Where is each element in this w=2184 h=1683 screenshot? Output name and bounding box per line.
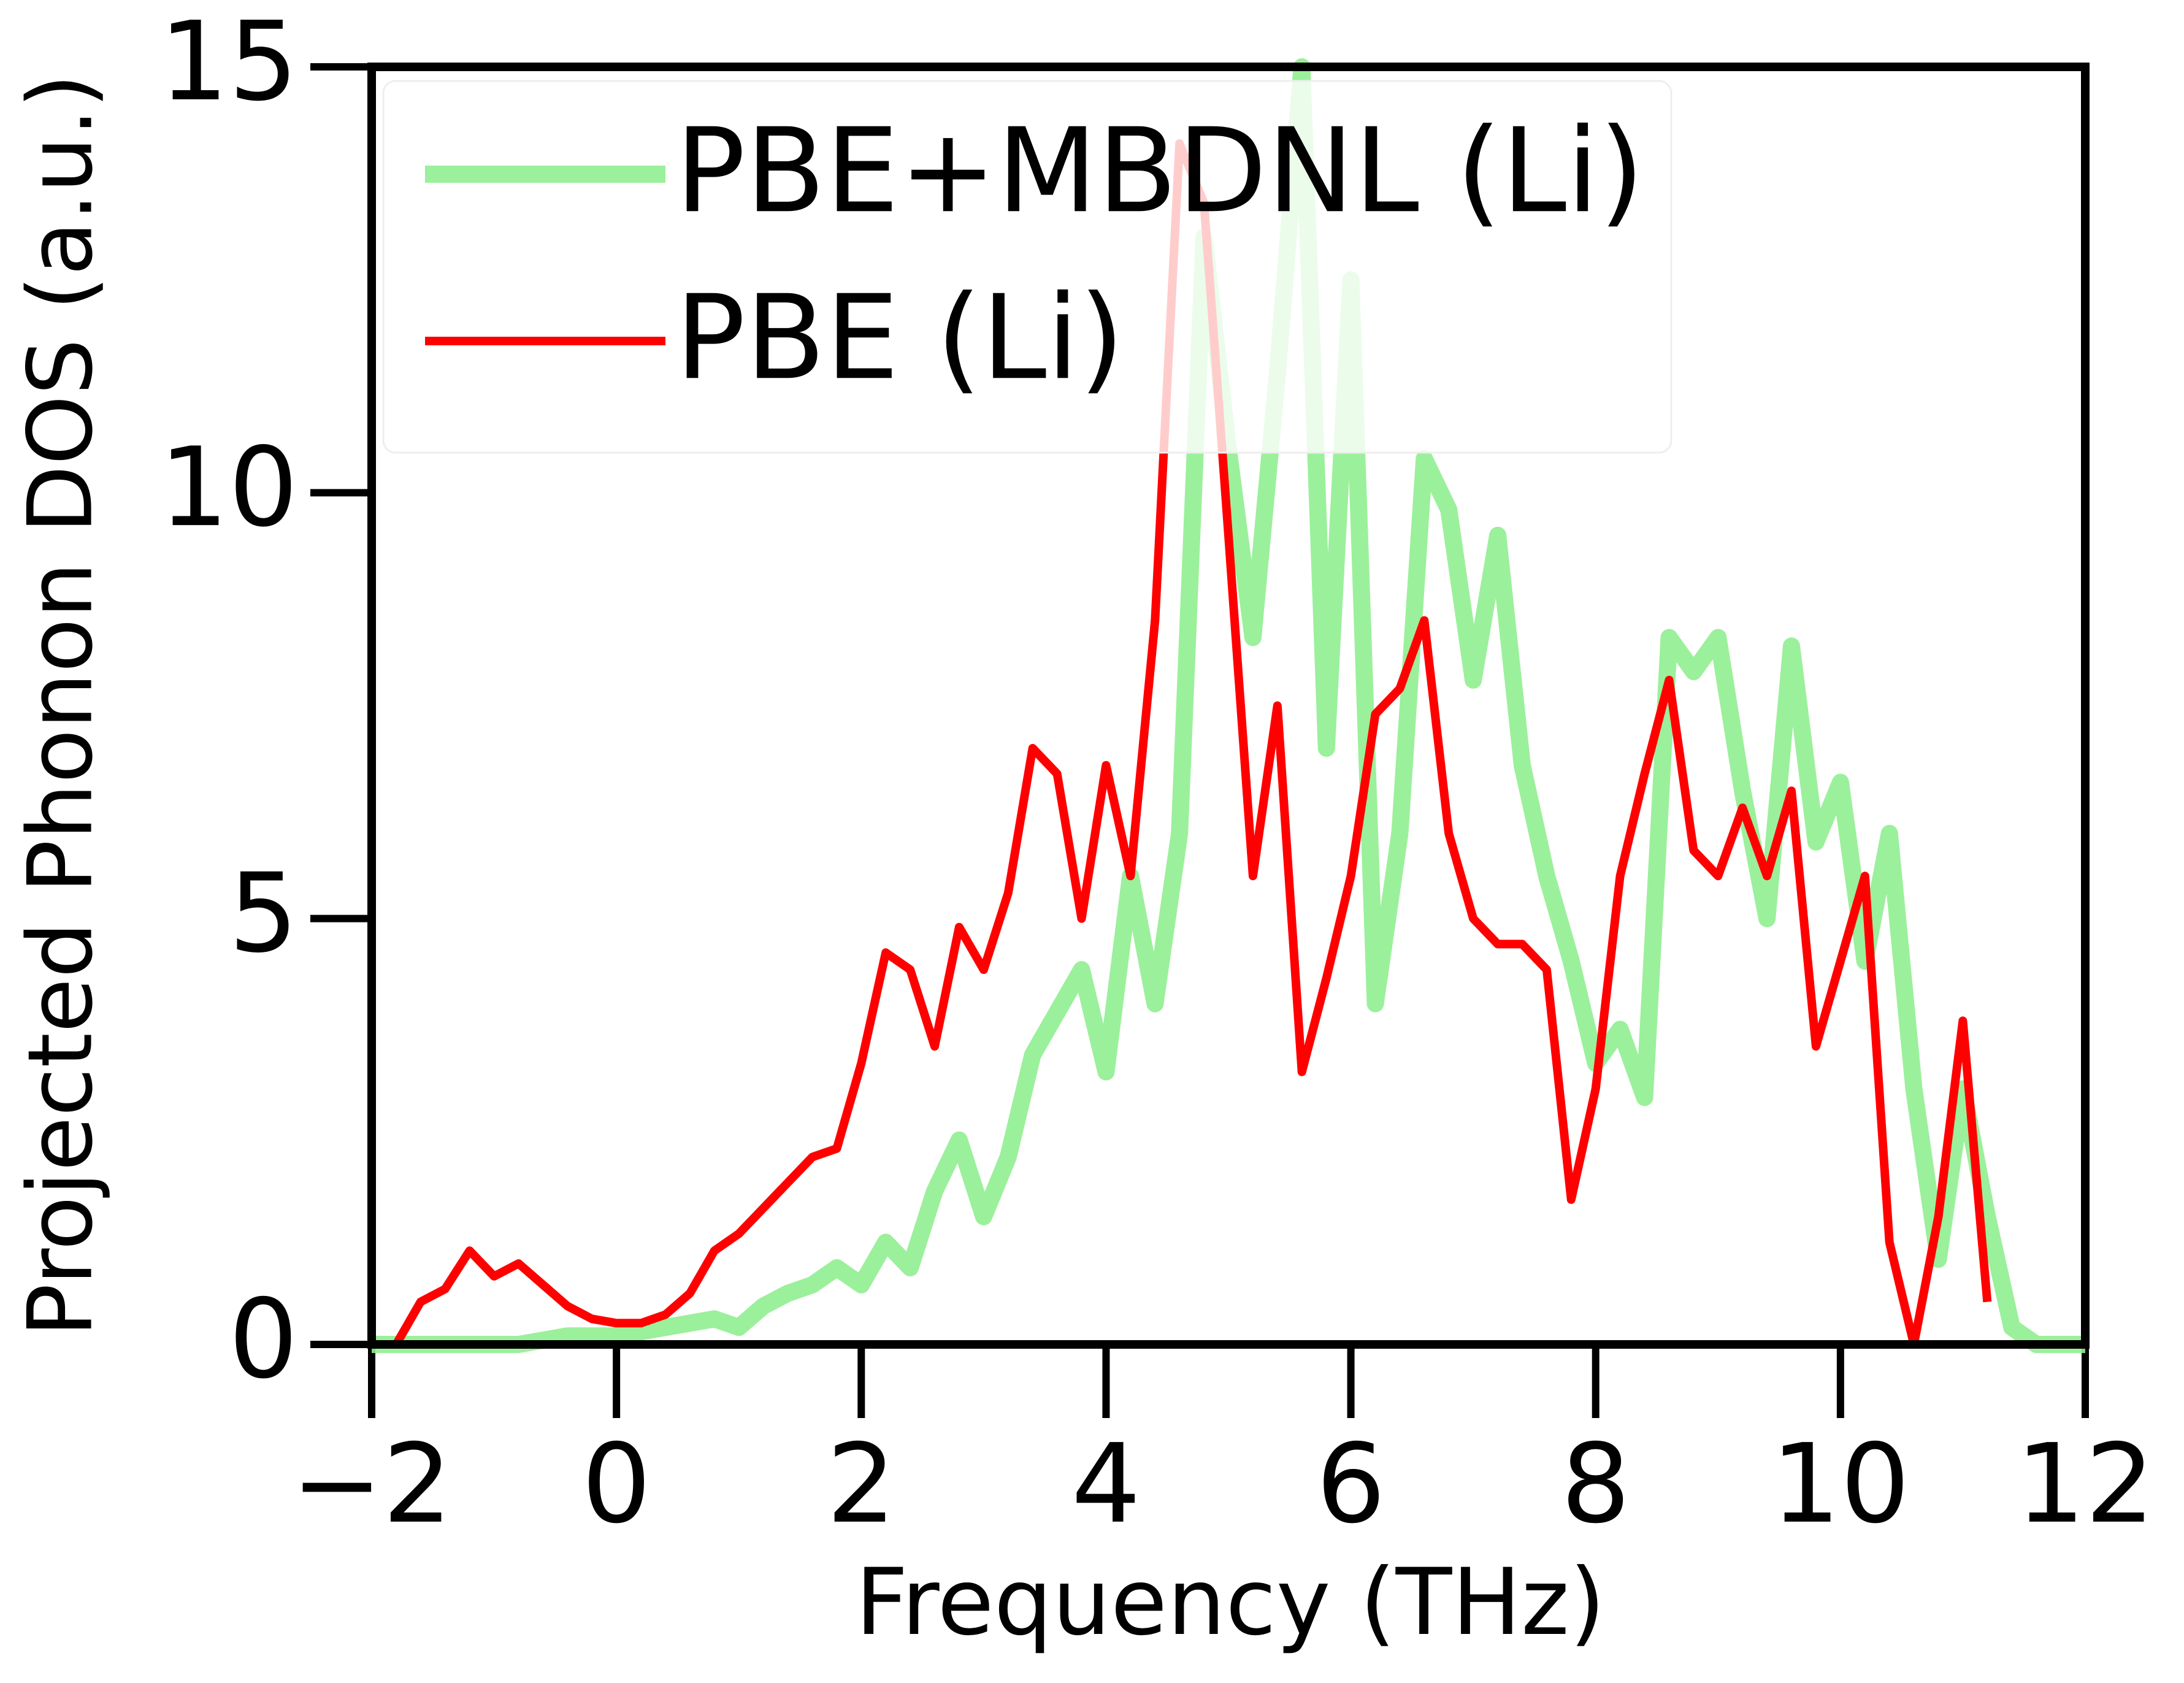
x-tick-label: 6 <box>1316 1420 1385 1547</box>
y-tick-label: 5 <box>229 849 298 976</box>
x-tick-label: −2 <box>291 1420 452 1547</box>
y-tick-label: 10 <box>159 424 299 551</box>
plot-frame <box>367 63 2090 1349</box>
y-axis-label: Projected Phonon DOS (a.u.) <box>9 74 113 1337</box>
x-tick-label: 12 <box>2016 1420 2155 1547</box>
y-tick-label: 0 <box>229 1276 298 1403</box>
x-tick-label: 8 <box>1561 1420 1630 1547</box>
x-axis-label: Frequency (THz) <box>856 1549 1606 1656</box>
y-tick-label: 15 <box>159 0 299 125</box>
legend-label: PBE (Li) <box>675 270 1124 405</box>
x-tick-label: 10 <box>1771 1420 1910 1547</box>
x-tick-label: 2 <box>827 1420 896 1547</box>
x-tick-label: 0 <box>582 1420 651 1547</box>
legend-box <box>382 80 1672 454</box>
x-tick-label: 4 <box>1071 1420 1141 1547</box>
legend-label: PBE+MBDNL (Li) <box>675 103 1644 239</box>
legend: PBE+MBDNL (Li) PBE (Li) <box>382 80 1672 454</box>
